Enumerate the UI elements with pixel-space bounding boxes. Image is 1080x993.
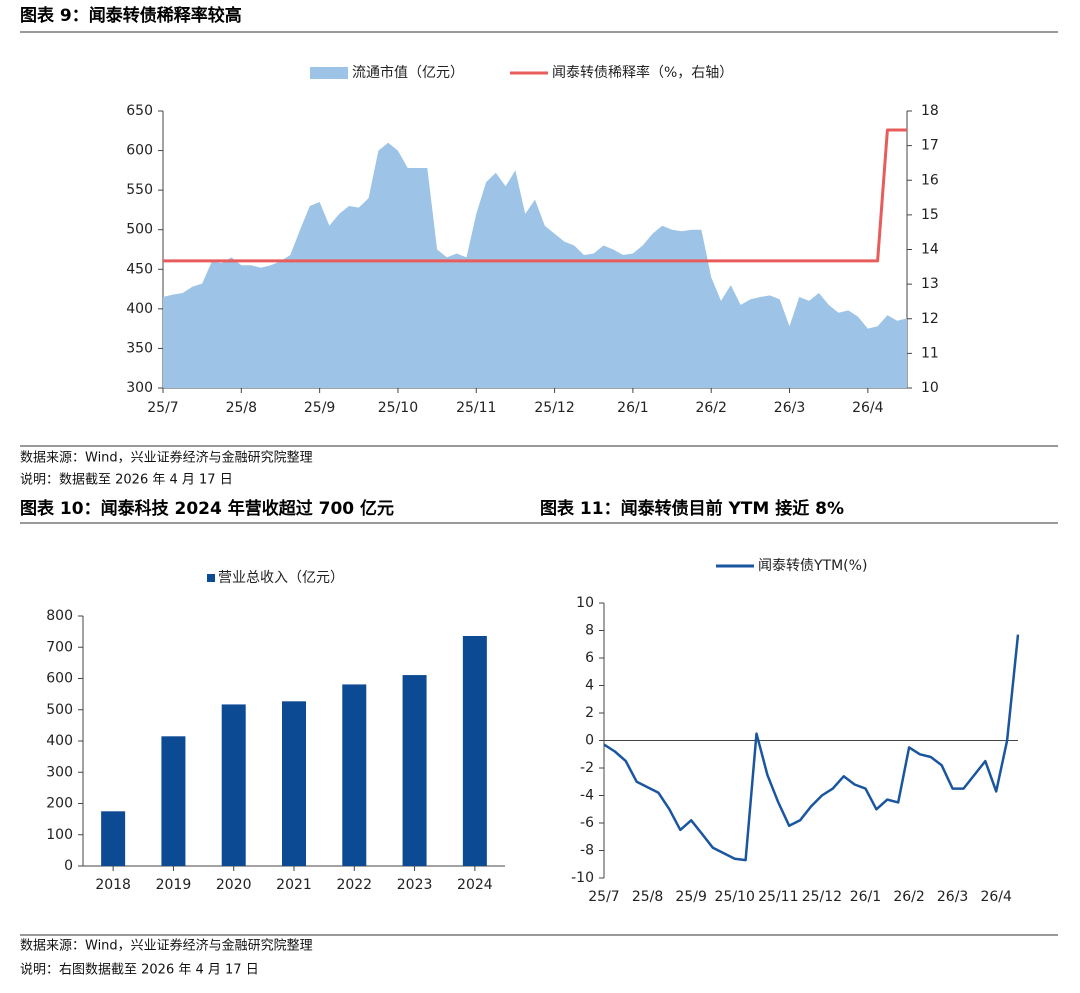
x-tick-label: 25/7 (588, 889, 619, 905)
y2-tick-label: 16 (921, 172, 939, 188)
y-tick-label: 300 (46, 764, 73, 780)
bar (342, 684, 367, 866)
legend-swatch (310, 67, 348, 79)
line (603, 634, 1020, 862)
y-tick-label: 2 (585, 705, 594, 721)
y-tick-label: -8 (580, 843, 594, 859)
x-tick-label: 26/4 (980, 889, 1012, 905)
y-tick-label: 700 (46, 639, 73, 655)
y-tick-label: 200 (46, 796, 73, 812)
x-tick-label: 25/10 (715, 889, 755, 905)
x-tick-label: 25/12 (802, 889, 842, 905)
x-tick-label: 25/11 (456, 400, 496, 416)
x-tick-label: 25/9 (675, 889, 706, 905)
y-tick-label: 0 (585, 733, 594, 749)
y-tick-label: -4 (580, 788, 594, 804)
x-tick-label: 25/8 (632, 889, 663, 905)
x-tick-label: 26/2 (893, 889, 924, 905)
x-tick-label: 26/1 (617, 400, 648, 416)
legend-label: 营业总收入（亿元） (218, 570, 344, 586)
y-tick-label: 450 (126, 261, 153, 277)
x-tick-label: 2021 (276, 877, 312, 893)
y-tick-label: -6 (580, 815, 594, 831)
y-tick-label: 4 (585, 678, 594, 694)
x-tick-label: 26/1 (850, 889, 881, 905)
y-tick-label: 350 (126, 340, 153, 356)
y-tick-label: 600 (126, 143, 153, 159)
legend-label: 闻泰转债YTM(%) (758, 558, 867, 574)
x-tick-label: 2018 (95, 877, 131, 893)
bar (282, 701, 306, 866)
note: 说明：数据截至 2026 年 4 月 17 日 (20, 473, 233, 488)
y-tick-label: 0 (64, 858, 73, 874)
y2-tick-label: 11 (921, 345, 939, 361)
y2-tick-label: 10 (921, 380, 939, 396)
y-tick-label: 8 (585, 623, 594, 639)
y2-tick-label: 13 (921, 276, 939, 292)
x-tick-label: 2023 (397, 877, 433, 893)
y-tick-label: 500 (126, 222, 153, 238)
y-tick-label: 600 (46, 671, 73, 687)
x-tick-label: 26/3 (937, 889, 968, 905)
y-tick-label: 800 (46, 608, 73, 624)
line (163, 128, 907, 263)
y2-tick-label: 15 (921, 207, 939, 223)
y-tick-label: 300 (126, 380, 153, 396)
x-tick-label: 2019 (156, 877, 192, 893)
x-tick-label: 26/3 (774, 400, 805, 416)
figure-title: 图表 10：闻泰科技 2024 年营收超过 700 亿元 (20, 498, 394, 519)
bar (462, 636, 487, 866)
y-tick-label: 10 (576, 595, 594, 611)
y-tick-label: -10 (571, 870, 594, 886)
y-tick-label: 550 (126, 182, 153, 198)
x-tick-label: 2020 (216, 877, 252, 893)
x-tick-label: 25/12 (534, 400, 574, 416)
x-tick-label: 26/4 (852, 400, 884, 416)
x-tick-label: 2024 (457, 877, 493, 893)
bar (101, 811, 126, 866)
y-tick-label: 400 (46, 733, 73, 749)
legend-label: 流通市值（亿元） (352, 64, 464, 81)
y2-tick-label: 12 (921, 311, 939, 327)
y-tick-label: 100 (46, 827, 73, 843)
area (163, 142, 907, 388)
y-tick-label: 400 (126, 301, 153, 317)
y-tick-label: 6 (585, 650, 594, 666)
x-tick-label: 26/2 (695, 400, 726, 416)
y-tick-label: -2 (580, 760, 594, 776)
bar (161, 736, 186, 866)
x-tick-label: 25/10 (378, 400, 418, 416)
x-tick-label: 25/7 (147, 400, 178, 416)
bar (221, 704, 246, 866)
x-tick-label: 25/11 (758, 889, 798, 905)
y-tick-label: 500 (46, 702, 73, 718)
note: 说明：右图数据截至 2026 年 4 月 17 日 (20, 963, 259, 978)
y2-tick-label: 17 (921, 138, 939, 154)
x-tick-label: 2022 (336, 877, 372, 893)
x-tick-label: 25/8 (226, 400, 257, 416)
source-note: 数据来源：Wind，兴业证券经济与金融研究院整理 (20, 938, 313, 954)
figure-title: 图表 9：闻泰转债稀释率较高 (20, 5, 242, 26)
x-tick-label: 25/9 (304, 400, 335, 416)
y-tick-label: 650 (126, 103, 153, 119)
legend-label: 闻泰转债稀释率（%，右轴） (552, 64, 733, 81)
bar (402, 675, 427, 866)
y2-tick-label: 14 (921, 242, 939, 258)
legend-swatch (207, 574, 215, 582)
figure-title: 图表 11：闻泰转债目前 YTM 接近 8% (540, 498, 844, 519)
source-note: 数据来源：Wind，兴业证券经济与金融研究院整理 (20, 450, 313, 466)
y2-tick-label: 18 (921, 103, 939, 119)
